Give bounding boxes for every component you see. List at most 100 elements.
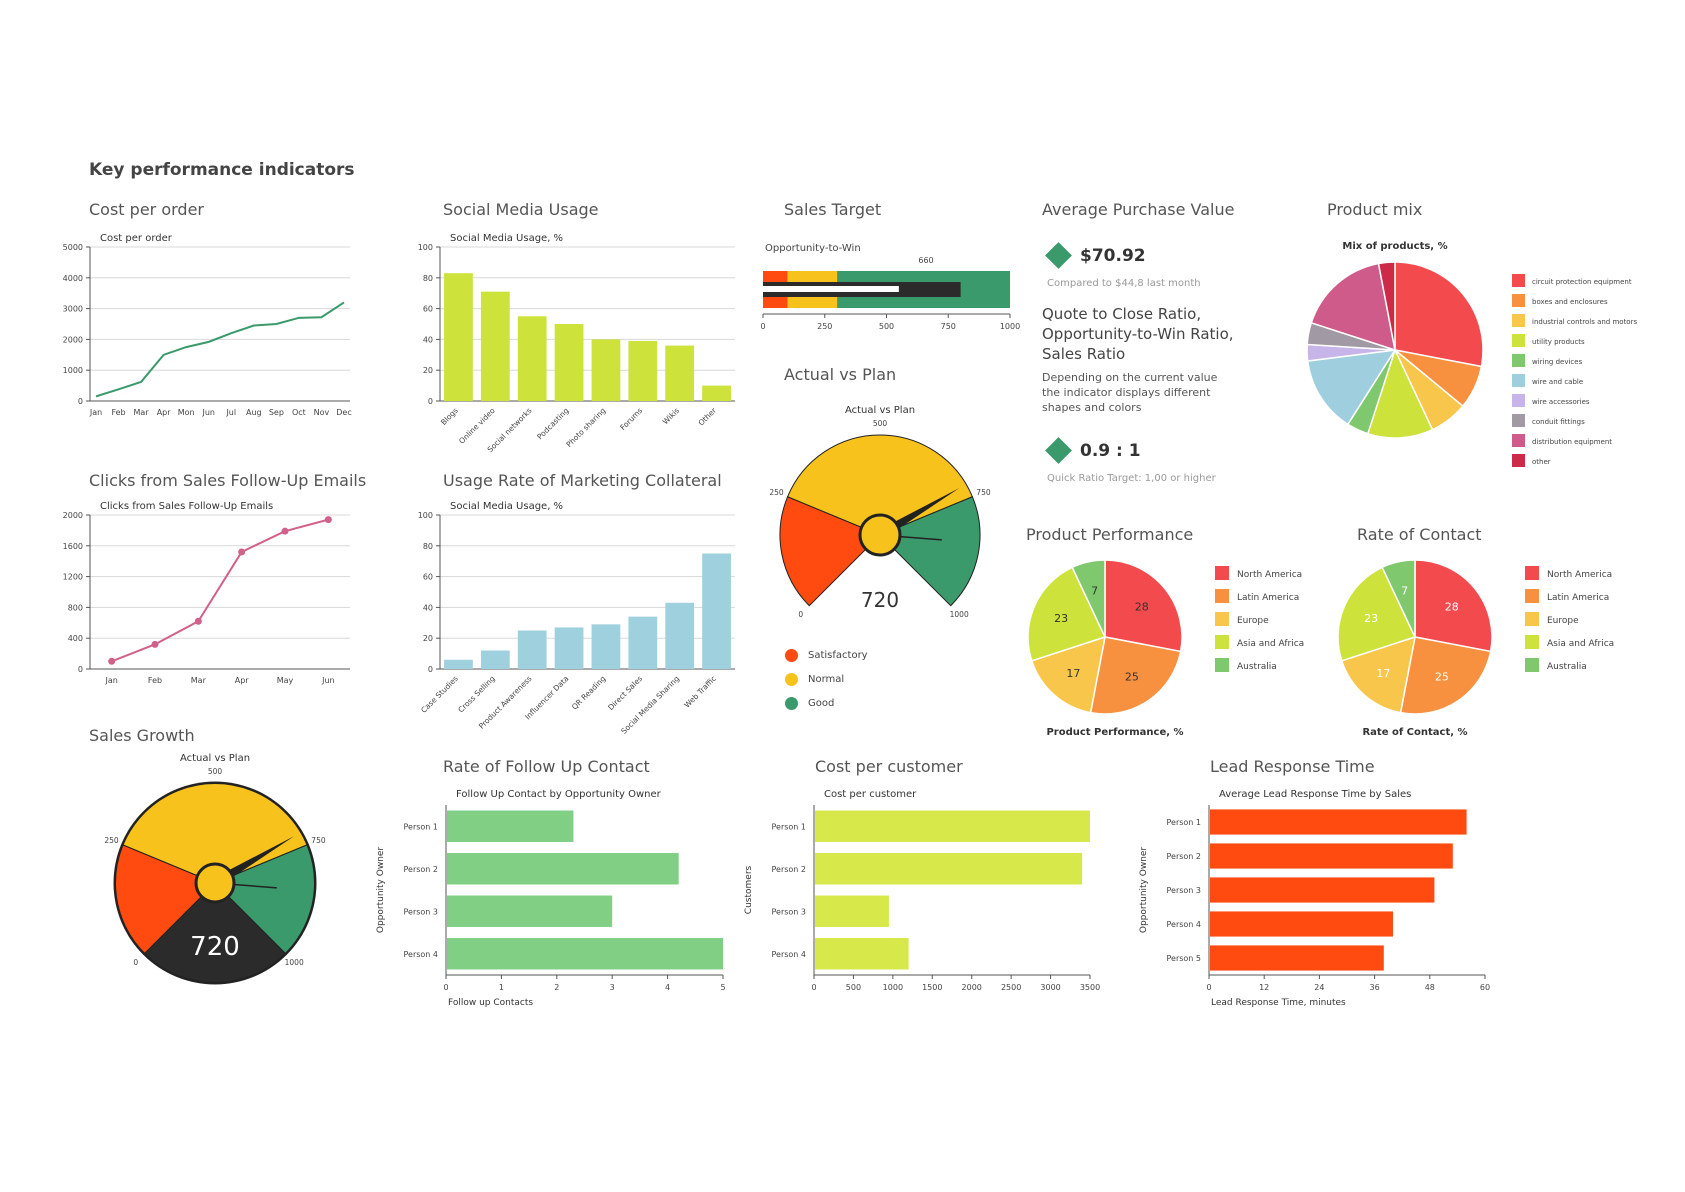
lead-response-title: Lead Response Time xyxy=(1210,757,1375,776)
y-axis-label: Opportunity Owner xyxy=(376,847,386,934)
y-tick-label: 5000 xyxy=(63,243,83,252)
clicks-chart: Clicks from Sales Follow-Up Emails 0 400 80… xyxy=(63,501,350,685)
data-point xyxy=(108,657,116,665)
pie-data-label: 17 xyxy=(1376,667,1390,680)
x-tick-label: Case Studies xyxy=(419,674,460,715)
x-tick-label: Cross Selling xyxy=(456,674,497,715)
gauge-tick-label: 750 xyxy=(311,836,326,845)
y-tick-label: Person 2 xyxy=(771,865,806,874)
data-point xyxy=(238,548,246,556)
gauge-legend-item: Satisfactory xyxy=(785,643,868,667)
pie-slice xyxy=(1414,559,1493,653)
data-point xyxy=(151,640,159,648)
pie-data-label: 17 xyxy=(1066,667,1080,680)
legend-swatch xyxy=(1512,354,1525,367)
y-tick-label: 4000 xyxy=(63,274,83,283)
legend-swatch xyxy=(1215,635,1229,649)
x-tick-label: Apr xyxy=(235,676,250,685)
ratio-heading: Quote to Close Ratio, Opportunity-to-Win… xyxy=(1042,305,1234,363)
y-tick-label: 80 xyxy=(423,274,433,283)
legend-swatch xyxy=(1512,294,1525,307)
chart-title: Follow Up Contact by Opportunity Owner xyxy=(456,789,662,800)
legend-label: conduit fittings xyxy=(1532,418,1585,426)
x-tick-label: Nov xyxy=(314,408,330,417)
x-tick-label: 1000 xyxy=(1000,322,1020,331)
y-tick-label: 800 xyxy=(68,603,83,612)
bar xyxy=(480,650,510,669)
x-tick-label: Oct xyxy=(292,408,306,417)
pie-data-label: 28 xyxy=(1135,601,1149,614)
x-tick-label: 36 xyxy=(1370,983,1380,992)
legend-swatch xyxy=(1512,454,1525,467)
bar xyxy=(1210,911,1393,937)
inner-value-bar xyxy=(763,286,899,292)
ratio-value: 0.9 : 1 xyxy=(1080,441,1141,461)
cost-per-order-title: Cost per order xyxy=(89,200,204,219)
bar xyxy=(480,291,510,401)
normal-dot-icon xyxy=(785,672,798,686)
follow-up-chart: Follow Up Contact by Opportunity Owner Pe… xyxy=(376,789,726,1008)
gauge-tick-label: 500 xyxy=(208,767,223,776)
chart-title: Social Media Usage, % xyxy=(450,501,563,512)
pie-slice xyxy=(1337,566,1417,662)
x-tick-label: Feb xyxy=(111,408,125,417)
bar xyxy=(444,659,473,669)
x-tick-label: Mar xyxy=(191,676,207,685)
legend-label: Europe xyxy=(1547,616,1579,626)
x-axis-label: Follow up Contacts xyxy=(448,998,533,1008)
y-tick-label: Person 2 xyxy=(1166,852,1201,861)
y-tick-label: 1200 xyxy=(63,573,83,582)
legend-label: other xyxy=(1532,458,1551,466)
legend-swatch xyxy=(1215,566,1229,580)
usage-rate-chart: Social Media Usage, % 0 20 40 60 80 100 Case St… xyxy=(418,501,735,736)
x-tick-label: Aug xyxy=(246,408,262,417)
y-tick-label: Person 1 xyxy=(1166,818,1201,827)
social-media-chart: Social Media Usage, % 0 20 40 60 80 100 BlogsOn… xyxy=(418,233,735,454)
x-axis-label: Lead Response Time, minutes xyxy=(1211,998,1346,1008)
legend-label: Latin America xyxy=(1547,593,1609,603)
gauge-legend-item: Normal xyxy=(785,667,868,691)
legend-label: wire and cable xyxy=(1532,378,1583,386)
x-tick-label: Jan xyxy=(104,676,117,685)
x-tick-label: 2 xyxy=(554,983,559,992)
avg-purchase-title: Average Purchase Value xyxy=(1042,200,1235,219)
bar xyxy=(1210,877,1435,903)
pie-slice xyxy=(1310,262,1396,352)
bar xyxy=(665,602,695,669)
y-tick-label: 1600 xyxy=(63,542,83,551)
legend-swatch xyxy=(1512,274,1525,287)
bar xyxy=(447,853,679,885)
y-axis-label: Opportunity Owner xyxy=(1139,847,1149,934)
data-point xyxy=(281,527,289,535)
bar xyxy=(702,385,731,401)
bar xyxy=(702,553,731,669)
x-tick-label: Jul xyxy=(225,408,236,417)
y-tick-label: Person 1 xyxy=(403,822,438,831)
x-tick-label: Jun xyxy=(321,676,335,685)
legend-swatch xyxy=(1512,414,1525,427)
legend-swatch xyxy=(1512,434,1525,447)
bar xyxy=(517,316,547,401)
y-tick-label: Person 4 xyxy=(771,950,806,959)
product-performance-title: Product Performance xyxy=(1026,525,1194,544)
product-performance-chart: 28 25 17 23 7 North America Latin America Europ… xyxy=(1027,559,1304,738)
x-tick-label: 2000 xyxy=(962,983,982,992)
bar xyxy=(815,853,1083,885)
chart-title: Product Performance, % xyxy=(1046,727,1183,738)
x-tick-label: 750 xyxy=(941,322,956,331)
bar xyxy=(554,627,584,669)
avg-purchase-value: $70.92 xyxy=(1080,246,1146,266)
x-tick-label: QR Reading xyxy=(570,674,608,712)
y-tick-label: 0 xyxy=(428,665,433,674)
x-tick-label: 60 xyxy=(1480,983,1490,992)
bar xyxy=(815,895,889,927)
gauge-tick-label: 1000 xyxy=(285,958,304,967)
legend-label: Latin America xyxy=(1237,593,1299,603)
bar xyxy=(447,810,574,842)
bar xyxy=(447,895,613,927)
bar xyxy=(591,624,621,669)
rate-of-contact-chart: 28 25 17 23 7 North America Latin America Europ… xyxy=(1337,559,1614,738)
legend-label: Australia xyxy=(1237,662,1277,672)
clicks-title: Clicks from Sales Follow-Up Emails xyxy=(89,471,367,490)
x-tick-label: 12 xyxy=(1259,983,1269,992)
